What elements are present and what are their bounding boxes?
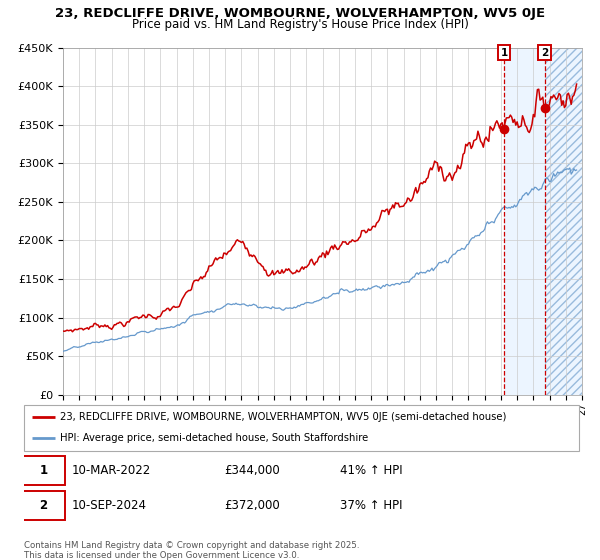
Text: HPI: Average price, semi-detached house, South Staffordshire: HPI: Average price, semi-detached house,… bbox=[60, 433, 368, 444]
Text: 1: 1 bbox=[500, 48, 508, 58]
Text: Price paid vs. HM Land Registry's House Price Index (HPI): Price paid vs. HM Land Registry's House … bbox=[131, 18, 469, 31]
Text: 2: 2 bbox=[541, 48, 548, 58]
Text: 37% ↑ HPI: 37% ↑ HPI bbox=[340, 499, 403, 512]
FancyBboxPatch shape bbox=[23, 456, 65, 485]
Text: £372,000: £372,000 bbox=[224, 499, 280, 512]
Text: 23, REDCLIFFE DRIVE, WOMBOURNE, WOLVERHAMPTON, WV5 0JE: 23, REDCLIFFE DRIVE, WOMBOURNE, WOLVERHA… bbox=[55, 7, 545, 20]
Text: 2: 2 bbox=[40, 499, 47, 512]
Text: Contains HM Land Registry data © Crown copyright and database right 2025.
This d: Contains HM Land Registry data © Crown c… bbox=[24, 540, 359, 560]
Bar bbox=[545, 48, 582, 395]
Text: 10-MAR-2022: 10-MAR-2022 bbox=[71, 464, 151, 477]
Text: 1: 1 bbox=[40, 464, 47, 477]
Text: 41% ↑ HPI: 41% ↑ HPI bbox=[340, 464, 403, 477]
Bar bbox=[504, 48, 582, 395]
Text: 10-SEP-2024: 10-SEP-2024 bbox=[71, 499, 146, 512]
FancyBboxPatch shape bbox=[23, 491, 65, 520]
Text: £344,000: £344,000 bbox=[224, 464, 280, 477]
FancyBboxPatch shape bbox=[24, 405, 579, 451]
Text: 23, REDCLIFFE DRIVE, WOMBOURNE, WOLVERHAMPTON, WV5 0JE (semi-detached house): 23, REDCLIFFE DRIVE, WOMBOURNE, WOLVERHA… bbox=[60, 412, 506, 422]
